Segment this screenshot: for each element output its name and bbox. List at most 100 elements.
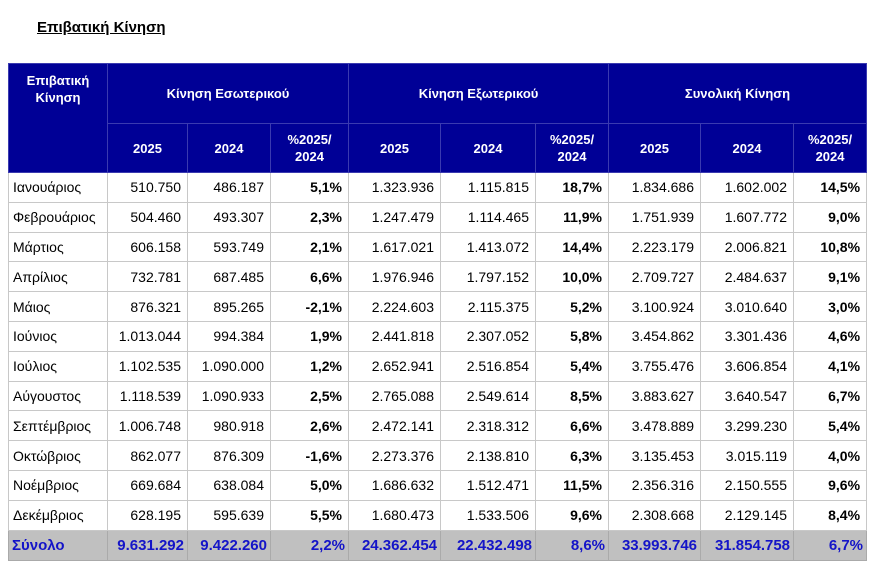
value-cell: 3.010.640 [700,291,795,322]
value-cell: 5,1% [269,172,350,203]
value-cell: 3.454.862 [608,320,702,352]
total-row: Σύνολο 9.631.292 9.422.260 2,2% 24.362.454 22… [8,529,868,561]
column-header: 2025 [348,123,442,173]
column-header: %2025/ 2024 [535,123,610,173]
value-cell: 2.516.854 [440,350,537,382]
month-row: Ιανουάριος 510.750 486.187 5,1% 1.323.936 1.1… [8,172,868,203]
value-cell: 1.680.473 [348,499,442,531]
value-cell: 6,7% [793,380,868,412]
value-cell: 628.195 [107,499,188,531]
value-cell: 486.187 [187,172,271,203]
value-cell: 2,6% [269,410,350,442]
value-cell: 1.006.748 [107,410,188,442]
value-cell: 593.749 [187,231,271,263]
value-cell: 2.308.668 [608,499,702,531]
month-row: Απρίλιος 732.781 687.485 6,6% 1.976.946 1.797… [8,261,868,293]
value-cell: 3.755.476 [608,350,702,382]
traffic-table: Επιβατική Κίνηση Κίνηση Εσωτερικού Κίνηση … [8,63,868,561]
value-cell: 1.114.465 [440,201,537,233]
value-cell: 3,0% [793,291,868,322]
month-cell: Νοέμβριος [8,469,108,501]
value-cell: 1,9% [269,320,350,352]
month-cell: Ιανουάριος [8,172,108,203]
value-cell: 10,0% [535,261,610,293]
column-header: 2025 [107,123,188,173]
value-cell: 1.090.933 [187,380,271,412]
page-title: Επιβατική Κίνηση [37,19,166,36]
column-header: 2024 [440,123,537,173]
value-cell: 11,9% [535,201,610,233]
value-cell: 3.301.436 [700,320,795,352]
value-cell: 1.413.072 [440,231,537,263]
value-cell: 638.084 [187,469,271,501]
value-cell: 5,4% [535,350,610,382]
value-cell: 5,5% [269,499,350,531]
value-cell: 5,2% [535,291,610,322]
total-cell: 31.854.758 [700,529,795,561]
value-cell: 3.478.889 [608,410,702,442]
value-cell: 4,0% [793,440,868,471]
total-cell: 8,6% [535,529,610,561]
total-cell: 9.422.260 [187,529,271,561]
month-row: Νοέμβριος 669.684 638.084 5,0% 1.686.632 1.51… [8,469,868,501]
value-cell: 18,7% [535,172,610,203]
month-cell: Σεπτέμβριος [8,410,108,442]
month-cell: Δεκέμβριος [8,499,108,531]
value-cell: 3.606.854 [700,350,795,382]
value-cell: 3.883.627 [608,380,702,412]
value-cell: 2,1% [269,231,350,263]
value-cell: 3.015.119 [700,440,795,471]
value-cell: 862.077 [107,440,188,471]
value-cell: 732.781 [107,261,188,293]
value-cell: 5,0% [269,469,350,501]
value-cell: 2.652.941 [348,350,442,382]
value-cell: 2.150.555 [700,469,795,501]
value-cell: 1.102.535 [107,350,188,382]
value-cell: 876.309 [187,440,271,471]
group-header: Συνολική Κίνηση [608,63,868,124]
value-cell: 2.224.603 [348,291,442,322]
value-cell: 5,4% [793,410,868,442]
value-cell: 1.247.479 [348,201,442,233]
value-cell: 2.472.141 [348,410,442,442]
value-cell: 2.138.810 [440,440,537,471]
value-cell: 9,0% [793,201,868,233]
value-cell: 1.512.471 [440,469,537,501]
value-cell: 9,1% [793,261,868,293]
month-cell: Ιούνιος [8,320,108,352]
value-cell: 2,3% [269,201,350,233]
value-cell: 1.797.152 [440,261,537,293]
value-cell: 4,6% [793,320,868,352]
month-row: Σεπτέμβριος 1.006.748 980.918 2,6% 2.472.141… [8,410,868,442]
value-cell: 3.640.547 [700,380,795,412]
value-cell: 2.356.316 [608,469,702,501]
month-row: Φεβρουάριος 504.460 493.307 2,3% 1.247.479 1.… [8,201,868,233]
group-header: Κίνηση Εξωτερικού [348,63,610,124]
month-row: Ιούνιος 1.013.044 994.384 1,9% 2.441.818 2.30… [8,320,868,352]
value-cell: 9,6% [793,469,868,501]
month-cell: Ιούλιος [8,350,108,382]
column-header: 2024 [700,123,795,173]
value-cell: 1,2% [269,350,350,382]
month-cell: Αύγουστος [8,380,108,412]
value-cell: 895.265 [187,291,271,322]
value-cell: 687.485 [187,261,271,293]
value-cell: 1.617.021 [348,231,442,263]
value-cell: 10,8% [793,231,868,263]
value-cell: 994.384 [187,320,271,352]
value-cell: 14,4% [535,231,610,263]
value-cell: 1.834.686 [608,172,702,203]
table-header: Επιβατική Κίνηση Κίνηση Εσωτερικού Κίνηση … [8,63,868,173]
month-cell: Φεβρουάριος [8,201,108,233]
value-cell: 2.307.052 [440,320,537,352]
value-cell: 504.460 [107,201,188,233]
value-cell: 2.441.818 [348,320,442,352]
value-cell: 2.129.145 [700,499,795,531]
value-cell: 1.607.772 [700,201,795,233]
value-cell: 2.318.312 [440,410,537,442]
table-footer: Σύνολο 9.631.292 9.422.260 2,2% 24.362.454 22… [8,529,868,561]
value-cell: 669.684 [107,469,188,501]
value-cell: -1,6% [269,440,350,471]
value-cell: 3.135.453 [608,440,702,471]
header-row: 2025 2024 %2025/ 2024 2025 2024 %2025/ 2024 20… [9,123,868,173]
